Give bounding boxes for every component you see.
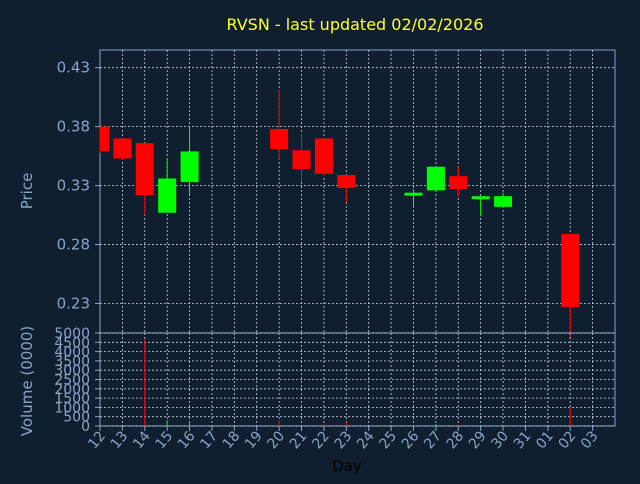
candle (113, 138, 132, 160)
x-tick-label: 21 (287, 428, 311, 452)
x-tick-label: 31 (511, 428, 535, 452)
x-tick-label: 03 (578, 428, 602, 452)
candle-body (426, 166, 445, 191)
candle (426, 166, 445, 191)
volume-tick-label: 3500 (54, 354, 90, 370)
candle (270, 90, 289, 160)
x-tick-label: 01 (533, 428, 557, 452)
candle-body (292, 150, 311, 170)
volume-tick-label: 2500 (54, 373, 90, 389)
candle-body (494, 196, 513, 207)
volume-bars (144, 339, 571, 426)
x-tick-label: 15 (153, 428, 177, 452)
x-tick-label: 20 (264, 428, 288, 452)
candle-body (471, 196, 490, 200)
x-tick-label: 18 (220, 428, 244, 452)
x-tick-label: 24 (354, 428, 378, 452)
x-axis-label: Day (332, 457, 362, 475)
candle-body (100, 126, 109, 152)
x-tick-label: 13 (108, 428, 132, 452)
candle-body (404, 192, 423, 196)
candle (494, 192, 513, 207)
volume-tick-label: 2000 (54, 382, 90, 398)
x-tick-label: 26 (399, 428, 423, 452)
price-grid (100, 50, 615, 333)
volume-tick-label: 1000 (54, 400, 90, 416)
candle (135, 143, 154, 216)
x-tick-label: 23 (332, 428, 356, 452)
price-y-axis: 0.23 0.28 0.33 0.38 0.43 (57, 59, 100, 313)
price-tick-label: 0.23 (57, 295, 90, 313)
candle (561, 233, 580, 339)
candle-body (314, 138, 333, 174)
x-tick-label: 14 (130, 428, 154, 452)
candle-body (561, 233, 580, 308)
volume-tick-label: 4000 (54, 345, 90, 361)
volume-tick-label: 1500 (54, 391, 90, 407)
candle (99, 126, 109, 153)
x-tick-label: 17 (197, 428, 221, 452)
candle (180, 126, 199, 194)
candle-body (270, 129, 289, 150)
candle (337, 174, 356, 203)
x-tick-label: 25 (376, 428, 400, 452)
candle (292, 133, 311, 183)
x-tick-label: 30 (488, 428, 512, 452)
price-tick-label: 0.38 (57, 118, 90, 136)
price-panel: 0.23 0.28 0.33 0.38 0.43 (57, 49, 616, 339)
chart-title: RVSN - last updated 02/02/2026 (226, 15, 483, 34)
x-tick-label: 19 (242, 428, 266, 452)
candles (99, 90, 580, 339)
price-plot-frame (99, 49, 616, 334)
price-tick-label: 0.28 (57, 236, 90, 254)
volume-tick-label: 0 (81, 419, 90, 435)
candle-body (180, 151, 199, 183)
x-tick-label: 16 (175, 428, 199, 452)
candle-body (337, 174, 356, 188)
candle-body (158, 178, 177, 213)
x-tick-label: 22 (309, 428, 333, 452)
volume-tick-label: 5000 (54, 326, 90, 342)
candle (158, 158, 177, 213)
x-tick-label: 02 (556, 428, 580, 452)
candle (471, 196, 490, 217)
volume-axis-label: Volume (0000) (18, 326, 36, 436)
volume-tick-label: 500 (63, 410, 90, 426)
volume-grid (100, 332, 615, 427)
candle (404, 189, 423, 209)
candle-body (135, 143, 154, 196)
x-tick-label: 27 (421, 428, 445, 452)
volume-tick-label: 4500 (54, 335, 90, 351)
x-tick-label: 29 (466, 428, 490, 452)
price-tick-label: 0.43 (57, 59, 90, 77)
x-axis: 1213141516171819202122232425262728293031… (85, 426, 602, 452)
x-tick-label: 28 (444, 428, 468, 452)
price-tick-label: 0.33 (57, 177, 90, 195)
candle-body (449, 176, 468, 190)
price-axis-label: Price (18, 173, 36, 210)
candle (314, 138, 333, 177)
candle-body (113, 138, 132, 159)
volume-tick-label: 3000 (54, 363, 90, 379)
candle (449, 166, 468, 197)
